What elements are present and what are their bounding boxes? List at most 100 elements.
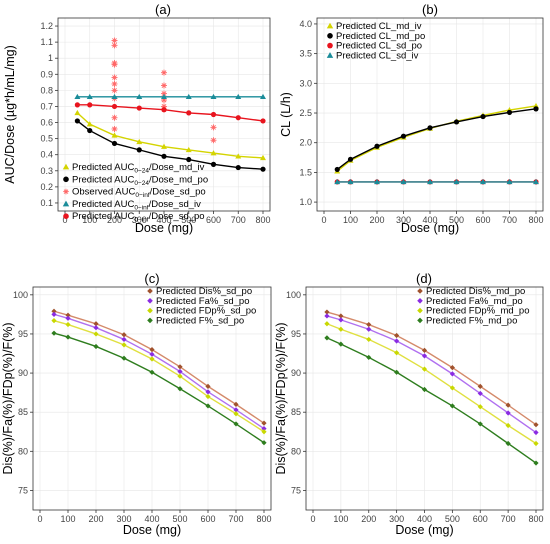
- data-point: [480, 178, 486, 185]
- y-tick-label: 0.2: [40, 182, 53, 192]
- data-point: [51, 330, 57, 336]
- data-point: [149, 369, 155, 375]
- data-point: [185, 146, 192, 153]
- series: [74, 109, 266, 161]
- x-tick-label: 0: [310, 514, 315, 524]
- x-tick-label: 400: [417, 514, 432, 524]
- data-point: [347, 178, 354, 185]
- data-point: [111, 140, 118, 147]
- data-point: [453, 119, 460, 125]
- legend-label: Predicted Fa%_sd_po: [156, 296, 249, 307]
- data-point: [210, 124, 217, 131]
- data-point: [233, 411, 239, 417]
- x-tick-label: 200: [107, 215, 122, 225]
- data-point: [449, 371, 455, 377]
- data-point: [324, 313, 330, 319]
- x-tick-label: 400: [422, 215, 437, 225]
- data-point: [261, 420, 267, 426]
- x-tick-label: 0: [321, 215, 326, 225]
- data-point: [260, 166, 266, 172]
- data-point: [235, 93, 242, 100]
- series: [324, 335, 539, 466]
- data-point: [205, 403, 211, 409]
- legend-marker: [147, 307, 153, 314]
- x-tick-label: 500: [445, 514, 460, 524]
- data-point: [261, 426, 267, 432]
- x-tick-label: 100: [333, 514, 348, 524]
- x-tick-label: 400: [144, 514, 159, 524]
- data-point: [427, 125, 433, 131]
- chart-panel: 0 100 200 300 400 500 600 700 800 75 80 85 90 95 100 (c…: [1, 271, 272, 537]
- data-point: [427, 178, 433, 185]
- y-tick-label: 0.1: [40, 198, 53, 208]
- series: [51, 311, 267, 432]
- data-point: [334, 166, 340, 173]
- data-point: [111, 80, 118, 87]
- series: [334, 106, 539, 173]
- data-point: [161, 153, 167, 159]
- data-point: [260, 154, 266, 161]
- data-point: [449, 403, 455, 409]
- x-tick-label: 0: [37, 514, 42, 524]
- legend-item: Predicted Fa%_md_po: [417, 296, 523, 307]
- x-tick-label: 500: [181, 215, 196, 225]
- data-point: [233, 401, 239, 407]
- x-axis-label: Dose (mg): [401, 221, 459, 235]
- legend-marker: [63, 188, 69, 195]
- data-point: [324, 335, 330, 341]
- data-point: [86, 93, 93, 100]
- series: [74, 118, 266, 172]
- series-line: [326, 311, 537, 426]
- data-point: [260, 118, 266, 124]
- legend-marker: [327, 42, 333, 49]
- data-point: [74, 109, 81, 116]
- x-tick-label: 100: [60, 514, 75, 524]
- data-point: [400, 133, 407, 139]
- legend-item: Predicted CL_sd_po: [327, 41, 422, 52]
- legend-item: Predicted AUC0−inf/Dose_sd_iv: [62, 199, 201, 211]
- series-line: [76, 112, 264, 159]
- x-tick-label: 700: [501, 514, 516, 524]
- y-tick-label: 0.3: [40, 166, 53, 176]
- legend-label: Predicted CL_sd_iv: [336, 50, 419, 61]
- legend-marker: [147, 288, 153, 294]
- legend-label: Predicted Dis%_md_po: [426, 286, 525, 297]
- legend-label: Predicted FDp%_sd_po: [156, 306, 256, 317]
- chart-panel: 0 100 200 300 400 500 600 700 800 0.1 0.2 0.3 0.4 0.5…: [3, 2, 271, 235]
- data-point: [87, 102, 93, 108]
- data-point: [235, 164, 241, 171]
- y-tick-label: 85: [18, 407, 28, 417]
- legend-item: Predicted Dis%_md_po: [417, 286, 525, 297]
- legend-marker: [147, 298, 153, 304]
- data-point: [505, 402, 511, 408]
- x-tick-label: 200: [88, 514, 103, 524]
- legend-item: Predicted AUC0−inf/Dose_sd_po: [63, 211, 205, 224]
- y-tick-label: 90: [18, 368, 28, 378]
- data-point: [338, 326, 344, 332]
- data-point: [136, 93, 143, 100]
- x-tick-label: 600: [475, 215, 490, 225]
- legend-label: Predicted AUC0−24/Dose_md_po: [72, 174, 208, 187]
- data-point: [74, 93, 81, 100]
- legend-marker: [417, 298, 423, 304]
- x-tick-label: 300: [389, 514, 404, 524]
- x-tick-label: 500: [172, 514, 187, 524]
- legend-item: Predicted FDp%_md_po: [417, 306, 530, 317]
- data-point: [260, 93, 266, 100]
- y-tick-label: 100: [13, 290, 28, 300]
- y-axis-label: Dis(%)/Fa(%)/FDp(%)/F(%): [1, 322, 15, 474]
- data-point: [111, 114, 118, 121]
- y-tick-label: 0.9: [40, 69, 53, 79]
- data-point: [210, 111, 217, 118]
- data-point: [74, 118, 80, 124]
- chart-panel: 0 100 200 300 400 500 600 700 800 1.0 1.5 2.0 2.5 3.0…: [279, 2, 544, 235]
- data-point: [338, 341, 344, 347]
- data-point: [161, 143, 167, 149]
- y-tick-label: 0.4: [40, 150, 53, 160]
- y-tick-label: 1.1: [40, 37, 53, 47]
- data-point: [533, 460, 539, 466]
- panel-title: (b): [422, 2, 438, 17]
- legend-label: Predicted FDp%_md_po: [426, 306, 530, 317]
